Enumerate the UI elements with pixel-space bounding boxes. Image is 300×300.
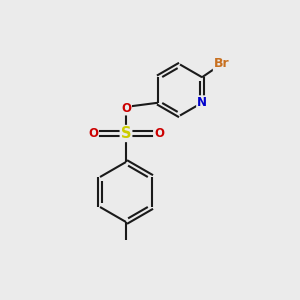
Text: O: O (88, 127, 98, 140)
Text: O: O (154, 127, 164, 140)
Text: N: N (197, 96, 207, 109)
Text: S: S (121, 126, 131, 141)
Text: O: O (121, 101, 131, 115)
Text: Br: Br (214, 57, 230, 70)
